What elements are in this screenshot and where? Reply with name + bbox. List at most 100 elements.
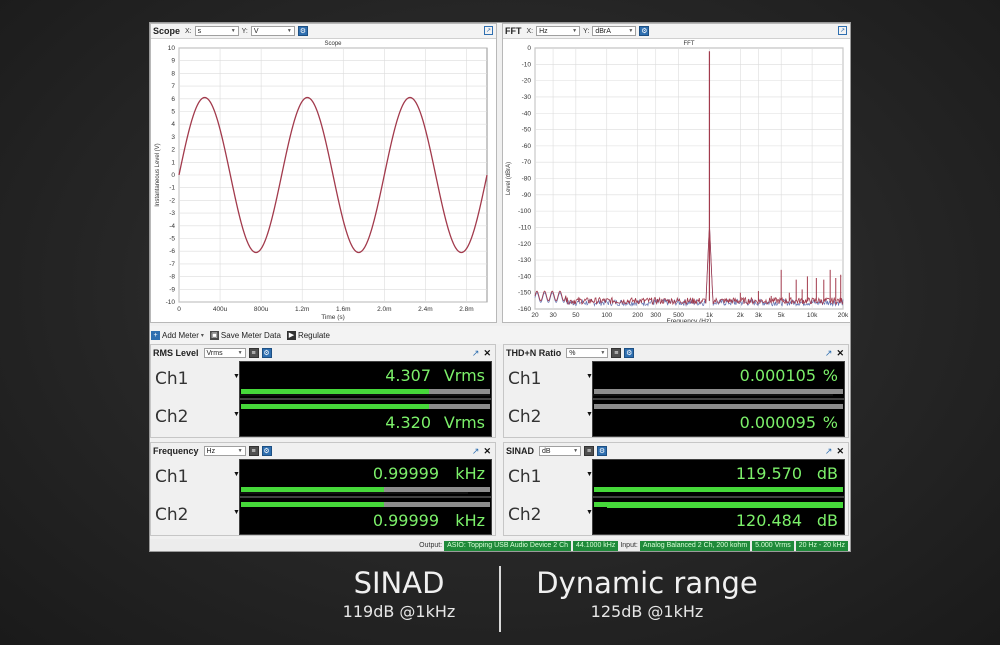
input-label: Input:: [620, 542, 638, 549]
input-device-chip[interactable]: Analog Balanced 2 Ch, 200 kohm: [639, 540, 751, 551]
status-bar: Output: ASIO: Topping USB Audio Device 2…: [150, 539, 850, 551]
channel-label: Ch1: [508, 467, 542, 487]
scope-y-tick-label: 6: [171, 96, 175, 103]
meter-channel-row: Ch2 ▼ 120.484 dB: [504, 497, 848, 535]
close-icon[interactable]: ✕: [483, 347, 491, 358]
meter-unit-select[interactable]: Vrms ▼: [203, 348, 246, 358]
scope-y-unit-select[interactable]: V ▼: [250, 26, 295, 36]
meter-unit-select[interactable]: % ▼: [566, 348, 609, 358]
meter-channel-row: Ch2 ▼ 0.99999 kHz: [151, 497, 495, 535]
meter-header: THD+N Ratio % ▼ ≡ ⚙ ↗ ✕: [504, 345, 848, 361]
close-icon[interactable]: ✕: [836, 445, 844, 456]
meter-options-icon[interactable]: ≡: [584, 446, 595, 456]
channel-dropdown-icon[interactable]: ▼: [586, 471, 593, 478]
scope-x-label: X:: [185, 27, 192, 35]
meter-channel-row: Ch1 ▼ 119.570 dB: [504, 459, 848, 497]
peak-line: [607, 506, 843, 508]
settings-gear-icon[interactable]: ⚙: [597, 446, 608, 456]
fft-x-axis-label: Frequency (Hz): [667, 318, 712, 322]
add-meter-button[interactable]: + Add Meter ▾: [151, 330, 204, 340]
settings-gear-icon[interactable]: ⚙: [639, 26, 650, 36]
meter-unit: kHz: [455, 464, 485, 483]
meter-display: 4.307 Vrms: [239, 361, 492, 399]
settings-gear-icon[interactable]: ⚙: [261, 446, 272, 456]
fft-noise-floor-ch1: [534, 226, 844, 306]
meter-header: SINAD dB ▼ ≡ ⚙ ↗ ✕: [504, 443, 848, 459]
popout-icon[interactable]: ↗: [484, 26, 493, 35]
scope-y-tick-label: -6: [169, 248, 175, 255]
fft-x-tick-label: 100: [601, 312, 612, 319]
scope-y-tick-label: 1: [171, 159, 175, 166]
meter-options-icon[interactable]: ≡: [248, 348, 259, 358]
fft-x-unit-select[interactable]: Hz ▼: [536, 26, 581, 36]
channel-dropdown-icon[interactable]: ▼: [233, 471, 240, 478]
close-icon[interactable]: ✕: [836, 347, 844, 358]
fft-y-tick-label: -140: [518, 273, 531, 280]
settings-gear-icon[interactable]: ⚙: [624, 348, 635, 358]
fft-x-tick-label: 20k: [838, 312, 849, 319]
popout-icon[interactable]: ↗: [471, 347, 480, 358]
output-device-chip[interactable]: ASIO: Topping USB Audio Device 2 Ch: [444, 540, 572, 551]
meter-display: 0.000095 %: [592, 399, 845, 437]
meter-thd-n-ratio: THD+N Ratio % ▼ ≡ ⚙ ↗ ✕ Ch1 ▼ 0.000105 % C…: [503, 344, 849, 438]
chevron-down-icon: ▼: [286, 28, 292, 34]
meter-display: 0.99999 kHz: [239, 497, 492, 535]
level-bar: [594, 487, 843, 492]
meter-value: 4.307: [385, 366, 431, 385]
channel-label: Ch1: [155, 467, 189, 487]
meter-title: RMS Level: [153, 348, 199, 358]
meter-value: 0.99999: [372, 511, 439, 530]
level-bar-fill: [241, 502, 385, 507]
caption-right-sub: 125dB @1kHz: [590, 602, 704, 621]
chevron-down-icon: ▼: [230, 28, 236, 34]
settings-gear-icon[interactable]: ⚙: [261, 348, 272, 358]
popout-icon[interactable]: ↗: [824, 445, 833, 456]
channel-dropdown-icon[interactable]: ▼: [233, 509, 240, 516]
save-icon: ▣: [209, 330, 219, 340]
scope-y-tick-label: 5: [171, 109, 175, 116]
input-band-chip[interactable]: 20 Hz - 20 kHz: [795, 540, 848, 551]
popout-icon[interactable]: ↗: [471, 445, 480, 456]
peak-line: [593, 394, 833, 396]
meter-unit-select[interactable]: Hz ▼: [203, 446, 246, 456]
level-bar-fill: [241, 389, 429, 394]
scope-y-tick-label: -5: [169, 236, 175, 243]
channel-dropdown-icon[interactable]: ▼: [586, 509, 593, 516]
meter-header: RMS Level Vrms ▼ ≡ ⚙ ↗ ✕: [151, 345, 495, 361]
fft-y-tick-label: -10: [522, 61, 532, 68]
regulate-button[interactable]: ▶ Regulate: [286, 330, 330, 340]
meter-options-icon[interactable]: ≡: [611, 348, 622, 358]
meter-title: SINAD: [506, 446, 535, 456]
channel-label: Ch2: [508, 407, 542, 427]
channel-dropdown-icon[interactable]: ▼: [233, 373, 240, 380]
scope-waveform-trace: [178, 96, 488, 254]
channel-dropdown-icon[interactable]: ▼: [233, 411, 240, 418]
chevron-down-icon: ▼: [237, 350, 243, 356]
channel-dropdown-icon[interactable]: ▼: [586, 373, 593, 380]
scope-x-unit-select[interactable]: s ▼: [194, 26, 239, 36]
fft-y-unit-select[interactable]: dBrA ▼: [592, 26, 637, 36]
fft-x-unit-value: Hz: [539, 27, 548, 35]
fft-y-tick-label: -120: [518, 241, 531, 248]
scope-plot-title: Scope: [324, 41, 342, 47]
settings-gear-icon[interactable]: ⚙: [297, 26, 308, 36]
meter-unit-select[interactable]: dB ▼: [539, 446, 582, 456]
chevron-down-icon: ▼: [573, 448, 579, 454]
meter-unit-value: Vrms: [206, 349, 223, 357]
close-icon[interactable]: ✕: [483, 445, 491, 456]
output-label: Output:: [419, 542, 443, 549]
fft-y-tick-label: -160: [518, 306, 531, 313]
meter-unit-value: Hz: [206, 447, 216, 455]
popout-icon[interactable]: ↗: [824, 347, 833, 358]
meter-display: 120.484 dB: [592, 497, 845, 535]
caption-left: SINAD 119dB @1kHz: [300, 565, 498, 623]
meter-value: 4.320: [385, 413, 431, 432]
meter-title: THD+N Ratio: [506, 348, 562, 358]
output-rate-chip[interactable]: 44.1000 kHz: [573, 540, 619, 551]
channel-dropdown-icon[interactable]: ▼: [586, 411, 593, 418]
save-meter-label: Save Meter Data: [220, 330, 281, 340]
save-meter-data-button[interactable]: ▣ Save Meter Data: [209, 330, 281, 340]
input-level-chip[interactable]: 5.000 Vrms: [752, 540, 794, 551]
popout-icon[interactable]: ↗: [838, 26, 847, 35]
meter-options-icon[interactable]: ≡: [248, 446, 259, 456]
